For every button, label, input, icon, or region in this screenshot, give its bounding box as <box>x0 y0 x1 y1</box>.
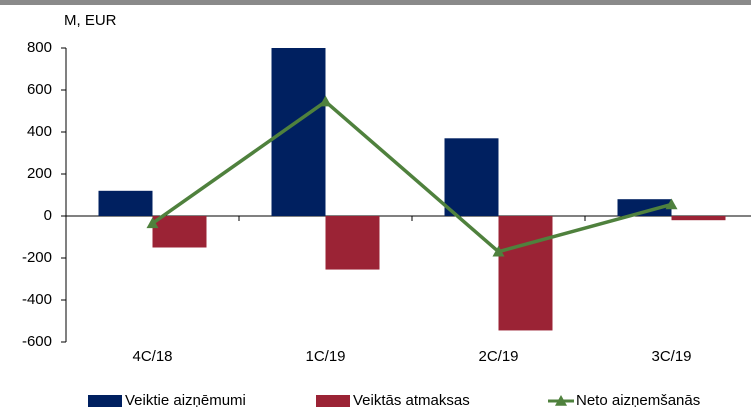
x-tick-label: 4C/18 <box>132 348 172 365</box>
bar <box>671 216 726 221</box>
legend-label: Veiktās atmaksas <box>353 392 470 407</box>
legend-swatch <box>316 395 350 407</box>
marker <box>146 217 159 229</box>
y-axis-label: M, EUR <box>64 12 117 29</box>
x-tick-label: 2C/19 <box>478 348 518 365</box>
y-tick-label: -200 <box>22 249 52 266</box>
legend-marker <box>555 395 567 406</box>
y-tick-label: 400 <box>27 123 52 140</box>
bar <box>498 216 553 331</box>
marker <box>319 95 332 107</box>
y-tick-label: -600 <box>22 333 52 350</box>
y-tick-label: 200 <box>27 165 52 182</box>
y-tick-label: 0 <box>44 207 52 224</box>
y-tick-label: 600 <box>27 81 52 98</box>
y-tick-label: 800 <box>27 39 52 56</box>
top-strip <box>0 0 751 5</box>
marker <box>492 245 505 257</box>
bar <box>325 216 380 270</box>
legend-label: Neto aizņemšanās <box>576 392 700 407</box>
line <box>151 99 672 254</box>
bar <box>98 190 153 216</box>
bar <box>617 199 672 216</box>
legend-label: Veiktie aizņēmumi <box>125 392 246 407</box>
x-tick-label: 1C/19 <box>305 348 345 365</box>
legend-swatch <box>88 395 122 407</box>
bar <box>444 138 499 216</box>
bar <box>152 216 207 248</box>
x-tick-label: 3C/19 <box>651 348 691 365</box>
marker <box>665 198 678 210</box>
y-tick-label: -400 <box>22 291 52 308</box>
